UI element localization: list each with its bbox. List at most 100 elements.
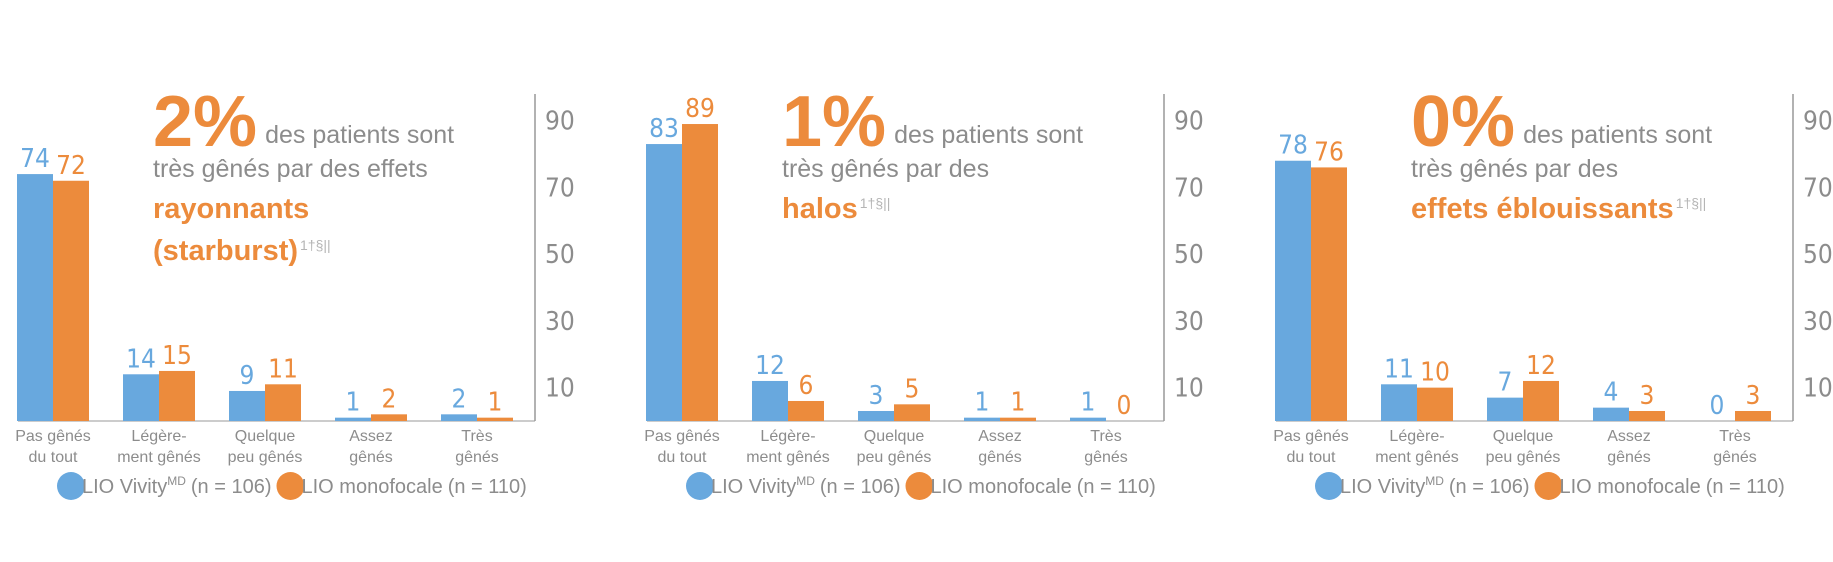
x-tick-line: Très	[1719, 428, 1750, 445]
legend-name: LIO monofocale	[1560, 476, 1701, 498]
x-tick-line: Pas gênés	[1273, 428, 1349, 445]
bar	[441, 414, 477, 421]
value-label: 74	[20, 144, 50, 174]
x-tick-line: Très	[1090, 428, 1121, 445]
y-tick-label: 70	[1803, 173, 1833, 203]
legend-label: LIO monofocale (n = 110)	[302, 476, 527, 498]
value-label: 2	[452, 384, 467, 414]
x-tick-line: ment gênés	[117, 449, 201, 466]
chart-panel: 10 30 50 70 90 2% des patients sont très gênés …	[15, 82, 575, 500]
x-tick-label: Assez gênés	[978, 428, 1022, 466]
bar	[682, 124, 718, 421]
legend-sample: (n = 110)	[1706, 476, 1785, 498]
footnote-ref: 1†§||	[860, 195, 891, 211]
value-label: 7	[1498, 368, 1513, 398]
headline-text: très gênés par des effets	[153, 155, 428, 183]
value-label: 2	[382, 384, 397, 414]
headline-text: des patients sont	[1523, 121, 1712, 149]
value-label: 6	[799, 371, 814, 401]
x-tick-label: Légère-ment gênés	[746, 428, 830, 466]
x-tick-label: Pas gênés du tout	[644, 428, 720, 466]
bar	[1381, 384, 1417, 421]
legend-sample: (n = 106)	[1449, 476, 1530, 498]
value-label: 89	[685, 94, 715, 124]
legend-marker	[905, 472, 934, 500]
headline-highlight: (starburst) 1†§||	[153, 235, 331, 267]
bar	[477, 417, 513, 421]
bar	[1070, 417, 1106, 421]
value-label: 15	[162, 341, 192, 371]
x-tick-label: Quelque peu gênés	[857, 428, 932, 466]
legend-marker	[57, 472, 85, 500]
x-tick-line: gênés	[1713, 449, 1757, 466]
x-tick-line: Légère-	[131, 428, 186, 445]
legend-superscript: MD	[1425, 474, 1444, 488]
headline-text: des patients sont	[265, 121, 454, 149]
legend-label: LIO VivityMD (n = 106)	[1340, 474, 1530, 498]
legend-label: LIO VivityMD (n = 106)	[82, 474, 272, 498]
x-tick-label: Légère-ment gênés	[1375, 428, 1459, 466]
x-tick-line: gênés	[1084, 449, 1128, 466]
y-tick-label: 90	[1803, 107, 1833, 137]
value-label: 11	[268, 354, 298, 384]
bar	[858, 410, 894, 421]
value-label: 12	[755, 351, 785, 381]
x-tick-line: Quelque	[235, 428, 296, 445]
x-tick-label: Assez gênés	[349, 428, 393, 466]
value-label: 0	[1117, 391, 1132, 421]
x-tick-label: Pas gênés du tout	[1273, 428, 1349, 466]
headline-stat: 1%	[782, 82, 886, 162]
legend-label: LIO monofocale (n = 110)	[1560, 476, 1785, 498]
x-tick-label: Quelque peu gênés	[228, 428, 303, 466]
value-label: 11	[1384, 354, 1414, 384]
x-tick-line: gênés	[349, 449, 393, 466]
value-label: 1	[488, 388, 503, 418]
bar	[335, 417, 371, 421]
x-tick-line: Légère-	[1389, 428, 1444, 445]
legend-label: LIO VivityMD (n = 106)	[711, 474, 901, 498]
headline-stat: 0%	[1411, 82, 1515, 162]
x-tick-line: Assez	[349, 428, 393, 445]
x-tick-line: ment gênés	[746, 449, 830, 466]
headline-text: très gênés par des	[782, 155, 989, 183]
bar	[964, 417, 1000, 421]
value-label: 3	[1746, 381, 1761, 411]
legend-sample: (n = 106)	[820, 476, 901, 498]
y-tick-label: 90	[545, 107, 575, 137]
highlight-text: effets éblouissants	[1411, 193, 1674, 225]
bar	[123, 374, 159, 421]
value-label: 76	[1314, 137, 1344, 167]
y-tick-label: 70	[545, 173, 575, 203]
x-tick-label: Très gênés	[1713, 428, 1757, 466]
bar	[1417, 387, 1453, 421]
bar	[1523, 380, 1559, 421]
x-tick-label: Légère-ment gênés	[117, 428, 201, 466]
y-tick-label: 30	[545, 307, 575, 337]
value-label: 14	[126, 344, 156, 374]
x-tick-line: Pas gênés	[644, 428, 720, 445]
value-label: 78	[1278, 131, 1308, 161]
x-tick-line: Quelque	[864, 428, 925, 445]
bar	[1735, 410, 1771, 421]
footnote-ref: 1†§||	[300, 237, 331, 253]
bar	[894, 404, 930, 421]
legend-superscript: MD	[167, 474, 186, 488]
x-tick-line: peu gênés	[228, 449, 303, 466]
legend-marker	[686, 472, 714, 500]
bar	[265, 384, 301, 421]
value-label: 9	[240, 361, 255, 391]
value-label: 5	[905, 374, 920, 404]
headline-highlight: halos 1†§||	[782, 193, 890, 225]
legend-sample: (n = 110)	[448, 476, 527, 498]
bar	[17, 174, 53, 421]
y-tick-label: 30	[1803, 307, 1833, 337]
value-label: 1	[1081, 388, 1096, 418]
footnote-ref: 1†§||	[1676, 195, 1707, 211]
x-tick-label: Pas gênés du tout	[15, 428, 91, 466]
x-tick-line: ment gênés	[1375, 449, 1459, 466]
x-tick-line: Assez	[1607, 428, 1651, 445]
x-tick-label: Très gênés	[1084, 428, 1128, 466]
x-tick-line: peu gênés	[1486, 449, 1561, 466]
